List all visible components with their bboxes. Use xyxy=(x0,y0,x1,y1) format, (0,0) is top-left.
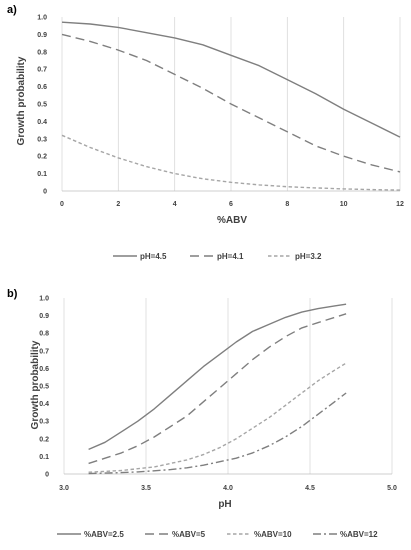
y-tick-label: 0.2 xyxy=(39,436,49,443)
panel-b-xlabel: pH xyxy=(218,499,231,510)
x-tick-label: 5.0 xyxy=(387,485,397,492)
series-line--abv-10 xyxy=(88,362,347,473)
legend-label: %ABV=5 xyxy=(172,530,206,539)
y-tick-label: 0 xyxy=(45,472,49,479)
y-tick-label: 0.2 xyxy=(37,154,47,161)
y-tick-label: 1.0 xyxy=(39,296,49,303)
y-tick-label: 0.1 xyxy=(37,171,47,178)
panel-b-chart: b) Growth probability pH 0 0.1 0.2 0.3 0.4 0.… xyxy=(7,288,397,539)
panel-b-label: b) xyxy=(7,288,18,300)
legend-label: %ABV=10 xyxy=(254,530,292,539)
series-line--abv-2-5 xyxy=(88,303,347,451)
x-tick-label: 4.5 xyxy=(305,485,315,492)
x-tick-label: 12 xyxy=(396,201,404,208)
panel-a-xlabel: %ABV xyxy=(217,215,247,226)
x-tick-label: 3.0 xyxy=(59,485,69,492)
panel-b-x-ticks: 3.0 3.5 4.0 4.5 5.0 xyxy=(59,485,397,492)
series-line--abv-12 xyxy=(88,392,347,475)
y-tick-label: 0.9 xyxy=(37,32,47,39)
y-tick-label: 0.3 xyxy=(39,419,49,426)
panel-a-label: a) xyxy=(7,4,17,16)
y-tick-label: 1.0 xyxy=(37,15,47,22)
legend-label: %ABV=2.5 xyxy=(84,530,124,539)
panel-a-ylabel: Growth probability xyxy=(16,56,27,145)
series-line-ph-4-1 xyxy=(61,33,401,173)
panel-a-chart: a) Growth probability %ABV 0 0.1 0.2 0.3 0.4… xyxy=(7,4,404,261)
panel-a-legend: pH=4.5 pH=4.1 pH=3.2 xyxy=(113,252,322,261)
y-tick-label: 0.4 xyxy=(39,401,49,408)
y-tick-label: 0.7 xyxy=(37,67,47,74)
y-tick-label: 0.6 xyxy=(39,366,49,373)
y-tick-label: 0.5 xyxy=(37,102,47,109)
y-tick-label: 0.8 xyxy=(39,331,49,338)
y-tick-label: 0.8 xyxy=(37,49,47,56)
y-tick-label: 0.4 xyxy=(37,119,47,126)
x-tick-label: 10 xyxy=(340,201,348,208)
legend-label: pH=4.5 xyxy=(140,252,167,261)
x-tick-label: 4 xyxy=(173,201,177,208)
y-tick-label: 0 xyxy=(43,189,47,196)
panel-a-y-ticks: 0 0.1 0.2 0.3 0.4 0.5 0.6 0.7 0.8 0.9 1.0 xyxy=(37,15,47,196)
legend-label: %ABV=12 xyxy=(340,530,378,539)
panel-b-ylabel: Growth probability xyxy=(30,340,41,429)
x-tick-label: 2 xyxy=(116,201,120,208)
x-tick-label: 0 xyxy=(60,201,64,208)
y-tick-label: 0.7 xyxy=(39,348,49,355)
series-line-ph-3-2 xyxy=(61,134,401,191)
series-line-ph-4-5 xyxy=(61,21,401,138)
y-tick-label: 0.5 xyxy=(39,384,49,391)
y-tick-label: 0.3 xyxy=(37,136,47,143)
panel-a-gridlines xyxy=(61,17,401,192)
y-tick-label: 0.1 xyxy=(39,454,49,461)
y-tick-label: 0.9 xyxy=(39,313,49,320)
panel-b-gridlines xyxy=(63,298,393,475)
panel-a-x-ticks: 0 2 4 6 8 10 12 xyxy=(60,201,404,208)
legend-label: pH=4.1 xyxy=(217,252,244,261)
legend-label: pH=3.2 xyxy=(295,252,322,261)
panel-b-legend: %ABV=2.5 %ABV=5 %ABV=10 %ABV=12 xyxy=(57,530,378,539)
panel-a-series xyxy=(61,21,401,191)
panel-b-y-ticks: 0 0.1 0.2 0.3 0.4 0.5 0.6 0.7 0.8 0.9 1.0 xyxy=(39,296,49,479)
series-line--abv-5 xyxy=(88,313,347,465)
x-tick-label: 6 xyxy=(229,201,233,208)
x-tick-label: 3.5 xyxy=(141,485,151,492)
x-tick-label: 8 xyxy=(285,201,289,208)
y-tick-label: 0.6 xyxy=(37,84,47,91)
x-tick-label: 4.0 xyxy=(223,485,233,492)
panel-b-series xyxy=(88,303,347,475)
